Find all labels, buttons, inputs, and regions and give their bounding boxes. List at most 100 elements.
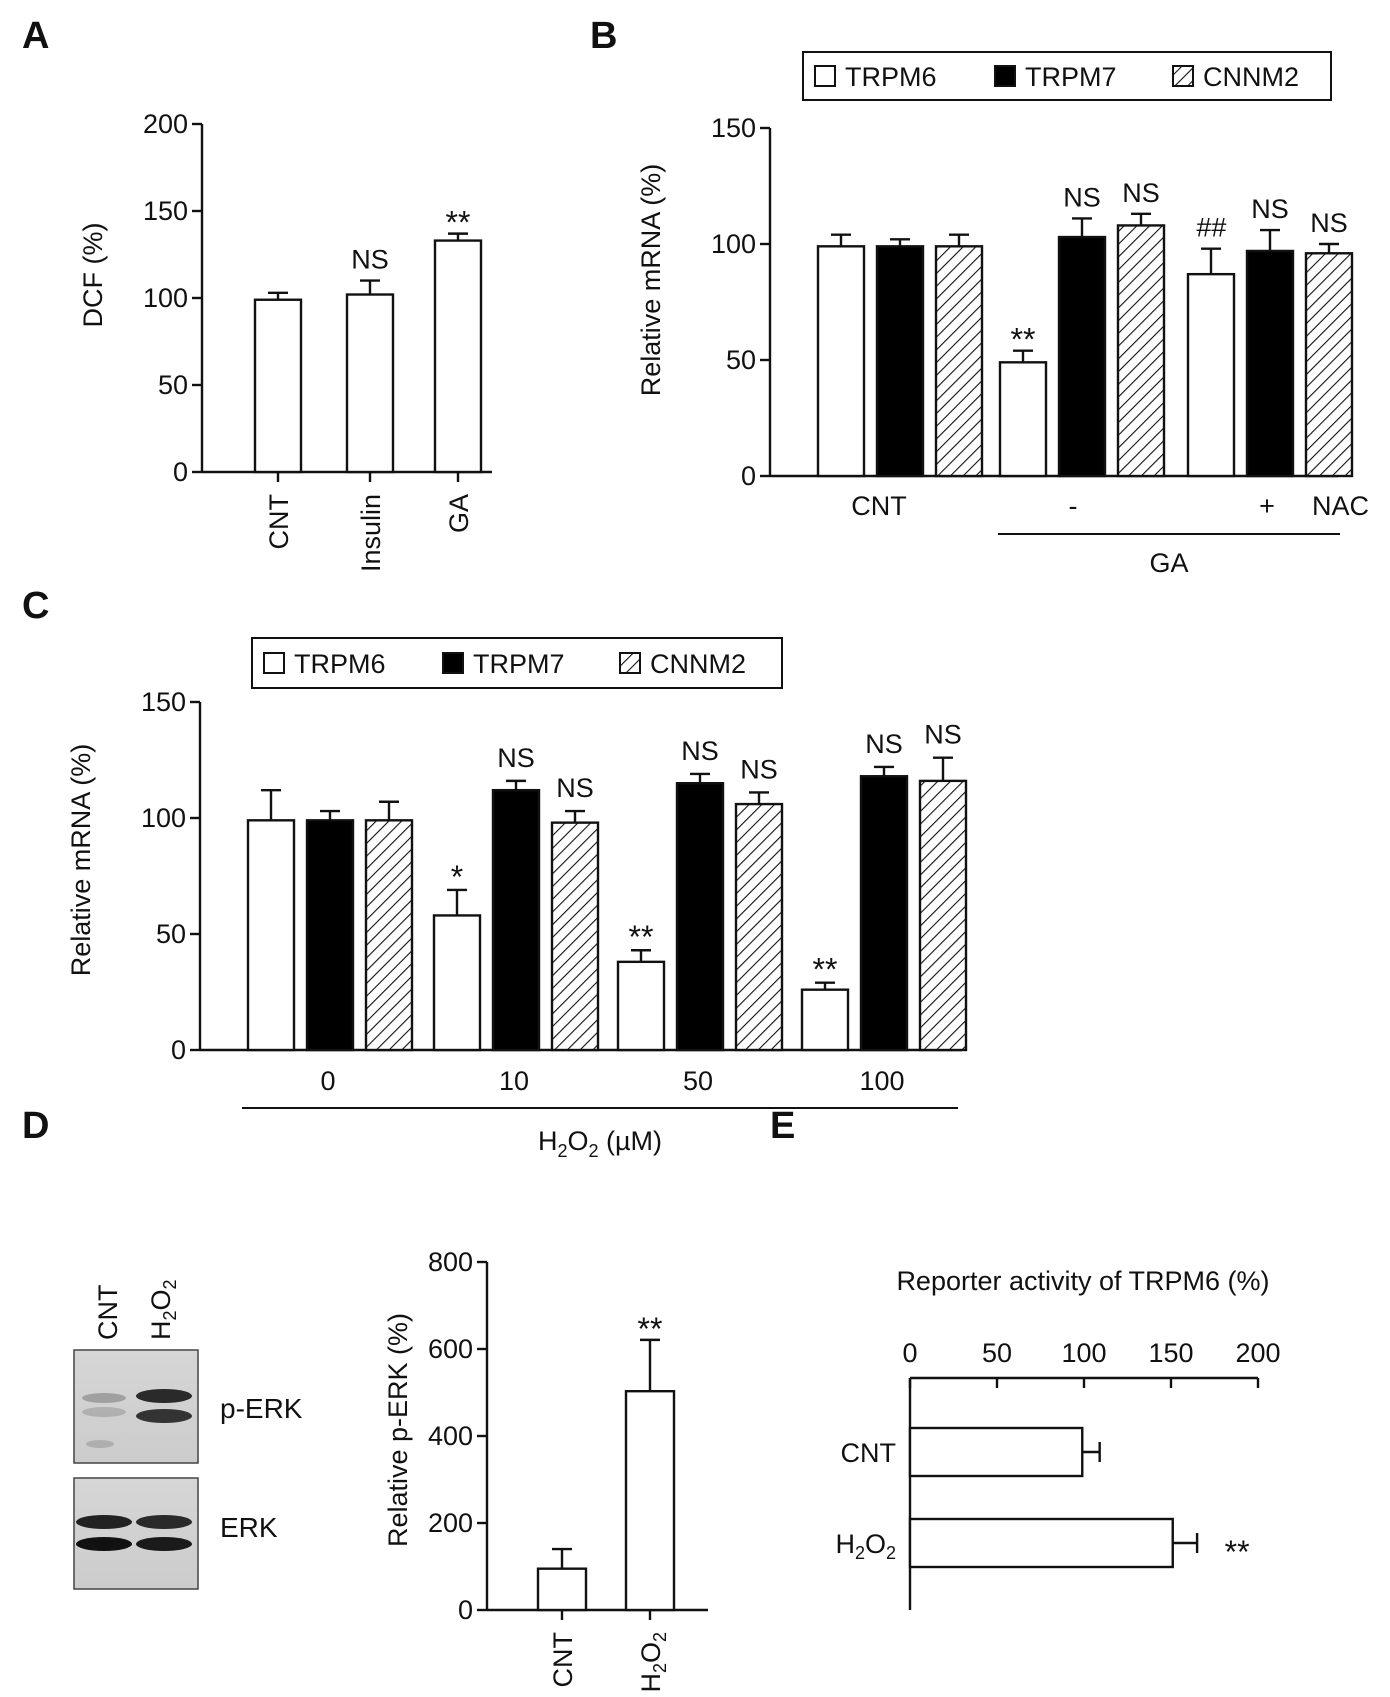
legend-swatch-cnnm2 [619, 652, 641, 674]
legend-box [251, 637, 783, 689]
a-x-tick-label: GA [444, 494, 474, 533]
a-y-tick-label: 200 [143, 109, 188, 139]
legend-label-cnnm2: CNNM2 [650, 649, 746, 679]
b-group-label: + [1259, 491, 1275, 521]
panel-c-ylabel: Relative mRNA (%) [66, 744, 96, 977]
b-bar-cnnm2 [934, 245, 984, 478]
panel-e-chart: 0 50 100 150 200 CNT ** H2O2 [835, 1338, 1281, 1610]
c-annotation: NS [556, 773, 594, 803]
band-perk-cnt-upper [82, 1393, 126, 1403]
a-y-tick-label: 150 [143, 196, 188, 226]
c-bar-cnnm2 [918, 779, 968, 1052]
panel-c-xlabel: H2O2 (µM) [538, 1126, 662, 1161]
b-bar-trpm6 [998, 361, 1048, 478]
a-y-tick-label: 0 [173, 457, 188, 487]
b-y-tick-label: 150 [711, 113, 756, 143]
c-annotation: * [451, 859, 463, 895]
d-x-tick-label: H2O2 [636, 1632, 670, 1693]
c-bar-cnnm2 [550, 821, 600, 1052]
d-y-tick-label: 400 [428, 1421, 473, 1451]
b-group-label: CNT [851, 491, 907, 521]
panel-label-e: E [770, 1105, 795, 1147]
a-annotation: ** [446, 205, 471, 241]
c-bar-trpm6 [800, 988, 850, 1052]
b-annotation: NS [1063, 182, 1101, 212]
a-bar [433, 239, 483, 474]
d-y-tick-label: 200 [428, 1508, 473, 1538]
band-perk-h2o2-upper [136, 1389, 192, 1403]
blot-band-label-perk: p-ERK [220, 1393, 303, 1424]
panel-b-ga-label: GA [1149, 548, 1188, 578]
a-bar [345, 293, 395, 474]
c-group-label: 50 [683, 1066, 713, 1096]
b-bar-trpm7 [875, 245, 925, 478]
band-erk-h2o2-lower [136, 1537, 192, 1551]
c-bar-cnnm2 [364, 819, 414, 1052]
e-x-tick-label: 0 [902, 1338, 917, 1368]
c-y-tick-label: 150 [141, 687, 186, 717]
e-x-tick-label: 200 [1235, 1338, 1280, 1368]
a-annotation: NS [351, 245, 389, 275]
band-perk-cnt-faint [86, 1440, 114, 1448]
legend-label-cnnm2: CNNM2 [1203, 62, 1299, 92]
d-y-tick-label: 0 [458, 1595, 473, 1625]
panel-d-ylabel: Relative p-ERK (%) [383, 1313, 413, 1547]
panel-a-ylabel: DCF (%) [78, 223, 108, 328]
b-annotation: NS [1310, 208, 1348, 238]
panel-c-chart: 0 50 100 150 0 * NS NS 10 ** NS NS 50 ** NS NS 100 [141, 687, 968, 1096]
c-annotation: NS [865, 729, 903, 759]
legend-swatch-trpm7 [442, 652, 464, 674]
b-y-tick-label: 0 [741, 461, 756, 491]
band-perk-h2o2-lower [136, 1409, 192, 1423]
b-annotation: ## [1196, 213, 1227, 243]
western-blot: CNT H2O2 p-ERK ERK [73, 1279, 303, 1590]
c-group-label: 100 [859, 1066, 904, 1096]
b-y-tick-label: 100 [711, 229, 756, 259]
c-annotation: ** [629, 919, 654, 955]
panel-label-c: C [22, 585, 49, 627]
a-x-tick-label: CNT [264, 494, 294, 550]
blot-membrane-erk [73, 1477, 199, 1590]
c-bar-trpm7 [675, 782, 725, 1052]
b-bar-cnnm2 [1116, 224, 1166, 478]
blot-membrane-perk [73, 1349, 199, 1464]
legend-label-trpm7: TRPM7 [473, 649, 565, 679]
legend-label-trpm7: TRPM7 [1025, 62, 1117, 92]
c-annotation: NS [924, 720, 962, 750]
blot-lane-label-h2o2: H2O2 [146, 1279, 180, 1340]
b-group-label: - [1069, 491, 1078, 521]
legend-swatch-cnnm2 [1172, 65, 1194, 87]
c-y-tick-label: 0 [171, 1035, 186, 1065]
b-bar-trpm7 [1057, 235, 1107, 478]
d-x-tick-label: CNT [548, 1632, 578, 1688]
b-annotation: ** [1011, 322, 1036, 358]
b-annotation: NS [1251, 194, 1289, 224]
panel-label-d: D [22, 1105, 49, 1147]
band-perk-cnt-lower [82, 1407, 126, 1417]
c-y-tick-label: 50 [156, 919, 186, 949]
panel-b-chart: 0 50 100 150 ** NS NS ## NS NS CNT - + [711, 113, 1354, 521]
e-bar [908, 1426, 1084, 1478]
a-bar [253, 298, 303, 474]
panel-a-chart: 0 50 100 150 200 CNT NS Insulin ** GA [143, 109, 492, 572]
e-y-tick-label: CNT [841, 1438, 897, 1468]
legend-label-trpm6: TRPM6 [294, 649, 386, 679]
legend-swatch-trpm6 [814, 65, 836, 87]
c-group-label: 0 [320, 1066, 335, 1096]
band-erk-cnt-upper [76, 1515, 132, 1529]
band-erk-cnt-lower [76, 1537, 132, 1551]
e-x-tick-label: 100 [1061, 1338, 1106, 1368]
panel-b-nac-label: NAC [1312, 491, 1369, 521]
c-bar-trpm6 [246, 819, 296, 1052]
panel-d-chart: 0 200 400 600 800 CNT ** H2O2 [428, 1247, 708, 1693]
c-bar-trpm7 [859, 775, 909, 1052]
d-bar [536, 1567, 588, 1612]
legend-label-trpm6: TRPM6 [845, 62, 937, 92]
a-y-tick-label: 100 [143, 283, 188, 313]
blot-band-label-erk: ERK [220, 1512, 278, 1543]
c-annotation: NS [681, 736, 719, 766]
b-bar-trpm6 [816, 245, 866, 478]
b-bar-cnnm2 [1304, 252, 1354, 478]
e-x-tick-label: 150 [1148, 1338, 1193, 1368]
